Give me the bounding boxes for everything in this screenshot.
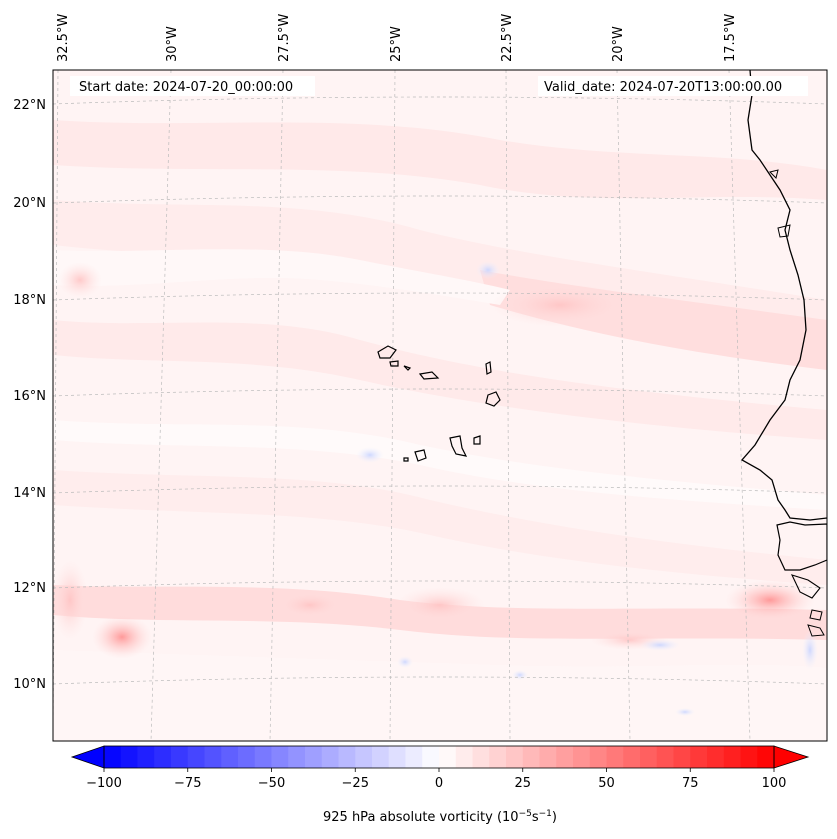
lat-label-18n: 18°N <box>13 293 46 308</box>
colorbar-cell <box>305 746 323 768</box>
lat-label-16n: 16°N <box>13 389 46 404</box>
colorbar-tick-label: 0 <box>435 776 443 791</box>
africa-coastline <box>740 70 827 521</box>
lat-label-10n: 10°N <box>13 677 46 692</box>
colorbar-cell <box>154 746 172 768</box>
colorbar-ticks: −100 −75 −50 −25 0 25 50 75 100 <box>86 768 786 791</box>
lat-label-12n: 12°N <box>13 581 46 596</box>
colorbar-cell <box>472 746 490 768</box>
longitude-labels: 32.5°W 30°W 27.5°W 25°W 22.5°W 20°W 17.5… <box>56 14 738 62</box>
colorbar-cell <box>623 746 641 768</box>
lon-label-27-5w: 27.5°W <box>277 14 292 62</box>
colorbar: −100 −75 −50 −25 0 25 50 75 100 925 hPa absolute… <box>70 745 810 825</box>
lon-label-32-5w: 32.5°W <box>56 14 71 62</box>
colorbar-cell <box>238 746 256 768</box>
colorbar-cell <box>606 746 624 768</box>
start-date-label: Start date: 2024-07-20_00:00:00 <box>79 80 293 95</box>
colorbar-cell <box>104 746 122 768</box>
colorbar-cell <box>204 746 222 768</box>
lon-label-17-5w: 17.5°W <box>723 14 738 62</box>
start-date-box <box>70 76 315 96</box>
colorbar-tick-label: −75 <box>174 776 201 791</box>
colorbar-cell <box>271 746 289 768</box>
colorbar-cell <box>556 746 574 768</box>
colorbar-cell <box>707 746 725 768</box>
lat-label-22n: 22°N <box>13 98 46 113</box>
colorbar-cell <box>355 746 373 768</box>
colorbar-label-main: 925 hPa absolute vorticity (10 <box>323 810 519 825</box>
valid-date-label: Valid_date: 2024-07-20T13:00:00.00 <box>544 80 782 95</box>
longitude-gridlines <box>53 70 751 741</box>
colorbar-cell <box>740 746 758 768</box>
colorbar-cell <box>187 746 205 768</box>
colorbar-tick-label: −25 <box>342 776 369 791</box>
colorbar-cell <box>723 746 741 768</box>
lat-label-14n: 14°N <box>13 486 46 501</box>
colorbar-cell <box>522 746 540 768</box>
colorbar-cell <box>120 746 138 768</box>
lon-label-20w: 20°W <box>611 26 626 62</box>
colorbar-tick-label: −100 <box>86 776 122 791</box>
colorbar-min-extend <box>70 745 105 769</box>
colorbar-max-extend <box>773 745 810 769</box>
colorbar-tick-label: 50 <box>598 776 615 791</box>
colorbar-label-exp2: −1 <box>539 809 552 819</box>
colorbar-cell <box>489 746 507 768</box>
colorbar-cell <box>757 746 775 768</box>
colorbar-cell <box>690 746 708 768</box>
colorbar-cells <box>104 746 775 768</box>
lon-label-30w: 30°W <box>165 26 180 62</box>
lon-label-25w: 25°W <box>389 26 404 62</box>
lon-label-22-5w: 22.5°W <box>500 14 515 62</box>
colorbar-cell <box>221 746 239 768</box>
valid-date-box <box>538 76 808 96</box>
colorbar-cell <box>171 746 189 768</box>
colorbar-cell <box>656 746 674 768</box>
colorbar-cell <box>539 746 557 768</box>
colorbar-label-unit: s <box>532 810 539 825</box>
colorbar-tick-label: 75 <box>682 776 699 791</box>
vorticity-field <box>53 70 827 741</box>
latitude-gridlines <box>53 96 827 685</box>
colorbar-cell <box>321 746 339 768</box>
colorbar-cell <box>455 746 473 768</box>
colorbar-cell <box>673 746 691 768</box>
colorbar-cell <box>422 746 440 768</box>
colorbar-tick-label: 25 <box>514 776 531 791</box>
cape-verde-islands <box>377 345 501 462</box>
latitude-labels: 22°N 20°N 18°N 16°N 14°N 12°N 10°N <box>13 98 46 692</box>
colorbar-label-exp1: −5 <box>519 809 532 819</box>
colorbar-cell <box>573 746 591 768</box>
colorbar-cell <box>338 746 356 768</box>
map-frame <box>52 69 828 742</box>
colorbar-cell <box>254 746 272 768</box>
colorbar-cell <box>372 746 390 768</box>
colorbar-cell <box>439 746 457 768</box>
colorbar-tick-label: 100 <box>762 776 787 791</box>
colorbar-label: 925 hPa absolute vorticity (10−5s−1) <box>323 809 557 825</box>
colorbar-cell <box>288 746 306 768</box>
colorbar-cell <box>388 746 406 768</box>
colorbar-cell <box>137 746 155 768</box>
colorbar-cell <box>640 746 658 768</box>
colorbar-tick-label: −50 <box>258 776 285 791</box>
colorbar-cell <box>506 746 524 768</box>
colorbar-cell <box>589 746 607 768</box>
colorbar-label-end: ) <box>552 810 557 825</box>
colorbar-cell <box>405 746 423 768</box>
lat-label-20n: 20°N <box>13 196 46 211</box>
